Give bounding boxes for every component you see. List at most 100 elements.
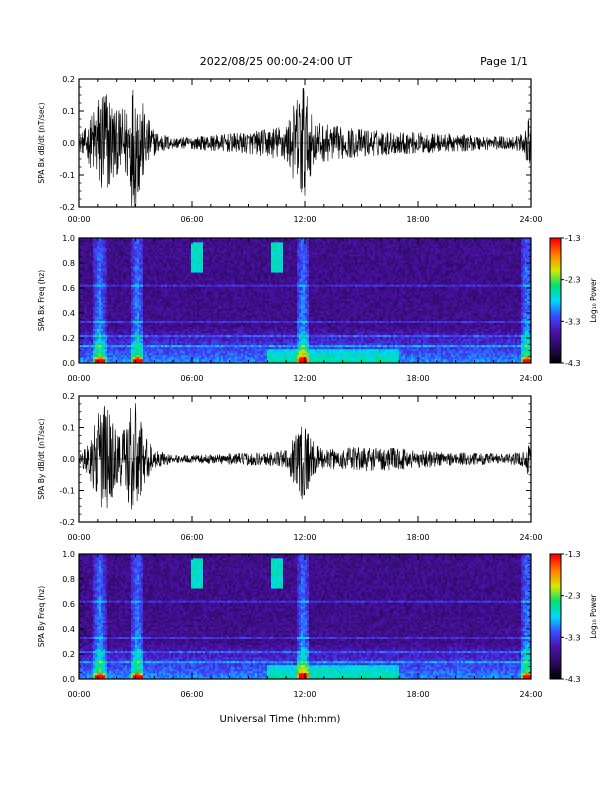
heatmap-cell: [133, 264, 136, 267]
heatmap-cell: [191, 300, 194, 303]
heatmap-cell: [233, 292, 236, 295]
heatmap-cell: [185, 322, 188, 325]
heatmap-cell: [123, 302, 126, 305]
heatmap-cell: [229, 288, 232, 291]
heatmap-cell: [117, 290, 120, 293]
heatmap-cell: [143, 334, 146, 338]
heatmap-cell: [95, 302, 98, 305]
heatmap-cell: [227, 294, 230, 297]
heatmap-cell: [211, 304, 214, 307]
heatmap-cell: [115, 278, 118, 281]
heatmap-cell: [215, 326, 218, 330]
heatmap-cell: [205, 292, 208, 295]
heatmap-cell: [83, 262, 86, 265]
heatmap-cell: [105, 262, 108, 265]
heatmap-cell: [159, 240, 162, 243]
heatmap-cell: [235, 300, 238, 303]
heatmap-cell: [123, 290, 126, 293]
heatmap-cell: [201, 284, 204, 287]
heatmap-cell: [151, 332, 154, 336]
heatmap-cell: [205, 284, 208, 287]
heatmap-cell: [145, 272, 148, 275]
heatmap-cell: [107, 248, 110, 251]
heatmap-cell: [117, 356, 120, 360]
heatmap-cell: [93, 248, 96, 251]
heatmap-cell: [137, 248, 140, 251]
heatmap-cell: [123, 282, 126, 285]
heatmap-cell: [119, 252, 122, 255]
heatmap-cell: [177, 258, 180, 261]
heatmap-cell: [165, 292, 168, 295]
heatmap-cell: [185, 304, 188, 307]
heatmap-cell: [227, 334, 230, 338]
heatmap-cell: [187, 300, 190, 303]
heatmap-cell: [233, 348, 236, 352]
heatmap-cell: [231, 304, 234, 307]
heatmap-cell: [193, 328, 196, 332]
heatmap-cell: [213, 320, 216, 323]
heatmap-cell: [151, 270, 154, 273]
heatmap-cell: [235, 306, 238, 309]
heatmap-cell: [185, 326, 188, 330]
heatmap-cell: [129, 338, 132, 342]
heatmap-cell: [95, 290, 98, 293]
heatmap-cell: [79, 360, 82, 364]
heatmap-cell: [99, 360, 102, 364]
heatmap-cell: [101, 358, 104, 362]
heatmap-cell: [203, 334, 206, 338]
heatmap-cell: [179, 318, 182, 321]
heatmap-cell: [115, 346, 118, 350]
heatmap-cell: [145, 360, 148, 364]
heatmap-cell: [209, 356, 212, 360]
heatmap-cell: [173, 272, 176, 275]
heatmap-cell: [177, 314, 180, 317]
heatmap-cell: [129, 344, 132, 348]
heatmap-cell: [135, 262, 138, 265]
heatmap-cell: [109, 350, 112, 354]
heatmap-cell: [205, 346, 208, 350]
heatmap-cell: [143, 360, 146, 364]
heatmap-cell: [173, 240, 176, 243]
heatmap-cell: [133, 310, 136, 313]
heatmap-cell: [201, 240, 204, 243]
heatmap-cell: [159, 300, 162, 303]
heatmap-cell: [113, 252, 116, 255]
heatmap-cell: [183, 326, 186, 330]
heatmap-cell: [137, 244, 140, 247]
heatmap-cell: [135, 324, 138, 328]
heatmap-cell: [151, 272, 154, 275]
heatmap-cell: [105, 238, 108, 241]
heatmap-cell: [103, 316, 106, 319]
heatmap-cell: [193, 242, 196, 245]
heatmap-cell: [123, 340, 126, 344]
heatmap-cell: [221, 274, 224, 277]
heatmap-cell: [97, 354, 100, 358]
heatmap-cell: [181, 344, 184, 348]
heatmap-cell: [93, 334, 96, 338]
heatmap-cell: [221, 246, 224, 249]
heatmap-cell: [223, 342, 226, 346]
heatmap-cell: [105, 294, 108, 297]
heatmap-cell: [109, 304, 112, 307]
heatmap-cell: [191, 296, 194, 299]
heatmap-cell: [199, 282, 202, 285]
heatmap-cell: [209, 330, 212, 334]
heatmap-cell: [131, 282, 134, 285]
heatmap-cell: [91, 348, 94, 352]
heatmap-cell: [201, 316, 204, 319]
heatmap-cell: [169, 242, 172, 245]
heatmap-cell: [211, 288, 214, 291]
heatmap-cell: [121, 302, 124, 305]
heatmap-cell: [167, 238, 170, 241]
heatmap-cell: [187, 334, 190, 338]
heatmap-cell: [111, 338, 114, 342]
heatmap-cell: [113, 256, 116, 259]
heatmap-cell: [125, 244, 128, 247]
heatmap-cell: [105, 254, 108, 257]
heatmap-cell: [145, 312, 148, 315]
heatmap-cell: [95, 246, 98, 249]
heatmap-cell: [177, 326, 180, 330]
heatmap-cell: [201, 350, 204, 354]
heatmap-cell: [213, 328, 216, 332]
heatmap-cell: [135, 348, 138, 352]
